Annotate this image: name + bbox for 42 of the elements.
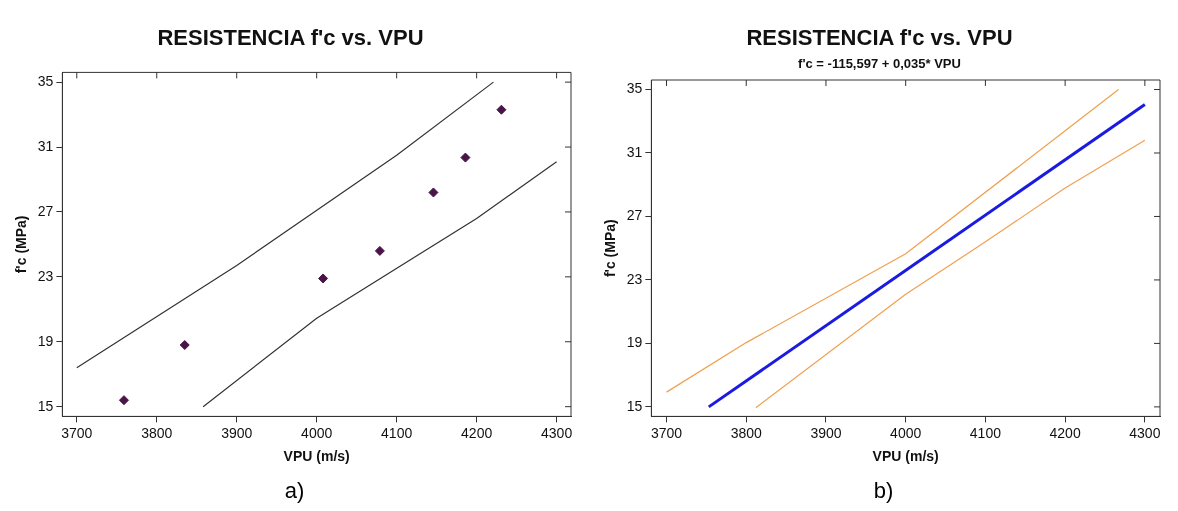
x-tick-label: 4100 [381,424,413,441]
x-axis-title: VPU (m/s) [872,448,939,465]
y-tick-label: 31 [37,137,54,154]
y-tick-label: 19 [626,334,643,351]
x-tick-label: 3900 [221,424,253,441]
y-tick-label: 35 [37,73,54,89]
text: b) [873,478,894,504]
y-tick-label: 23 [37,267,54,284]
y-tick-label: 27 [626,207,643,224]
y-tick-label: 27 [37,202,54,219]
point [318,273,329,284]
y-tick-label: 19 [37,332,54,349]
point [118,395,129,406]
y-axis-title: f'c (MPa) [602,219,619,278]
x-tick-label: 4300 [1129,424,1161,441]
y-tick-label: 35 [626,80,643,97]
point [428,187,439,198]
x-tick-label: 4000 [890,424,922,441]
x-tick-label: 3700 [61,424,93,441]
x-tick-label: 3900 [810,424,842,441]
chart-title: RESISTENCIA f'c vs. VPU [157,25,424,51]
y-tick-label: 15 [37,397,54,414]
y-tick-label: 23 [626,270,643,287]
point [179,340,190,350]
x-axis-title: VPU (m/s) [283,448,350,465]
point [374,245,385,256]
x-tick-label: 4100 [969,424,1002,441]
point [460,152,471,163]
x-tick-label: 4000 [301,424,333,441]
x-tick-label: 4300 [541,424,573,441]
point [496,104,507,115]
x-tick-label: 3700 [650,424,683,441]
y-tick-label: 31 [626,143,643,160]
chart-title: RESISTENCIA f'c vs. VPU [746,25,1013,51]
y-axis-title: f'c (MPa) [13,215,30,274]
x-tick-label: 3800 [141,424,173,441]
x-tick-label: 4200 [1049,424,1081,441]
text: a) [284,478,305,504]
x-tick-label: 3800 [730,424,763,441]
x-tick-label: 4200 [461,424,493,441]
y-tick-label: 15 [626,397,643,414]
chart-subtitle: f'c = -115,597 + 0,035* VPU [798,55,961,71]
